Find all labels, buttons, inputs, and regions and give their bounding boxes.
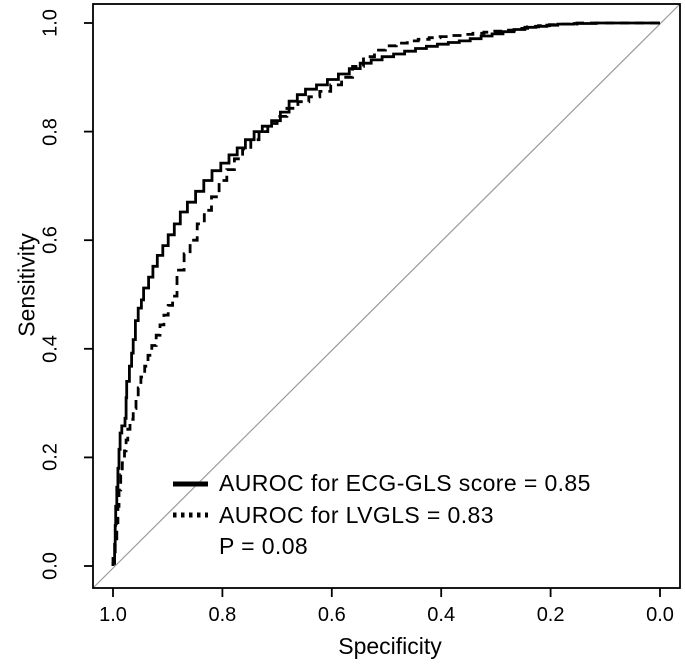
- legend-label-lvgls: AUROC for LVGLS = 0.83: [219, 501, 494, 528]
- legend: AUROC for ECG-GLS score = 0.85 AUROC for…: [173, 468, 591, 563]
- x-tick-label: 1.0: [99, 604, 127, 626]
- y-axis-title: Sensitivity: [13, 233, 40, 337]
- x-tick-label: 0.2: [536, 604, 565, 626]
- p-value-text: P = 0.08: [219, 533, 309, 560]
- diagonal-reference-line: [92, 3, 681, 589]
- roc-curve-solid: [111, 21, 660, 566]
- plot-border: [92, 3, 681, 589]
- x-tick-label: 0.6: [317, 604, 346, 626]
- y-tick-label: 0.8: [39, 117, 62, 146]
- legend-row-p-value: P = 0.08: [173, 531, 591, 563]
- roc-curve-dashed: [111, 21, 660, 566]
- y-tick-label: 0.6: [39, 226, 62, 255]
- x-tick-label: 0.0: [646, 604, 674, 626]
- legend-row-lvgls: AUROC for LVGLS = 0.83: [173, 500, 591, 532]
- solid-line-sample-icon: [173, 481, 208, 487]
- legend-row-ecg-gls: AUROC for ECG-GLS score = 0.85: [173, 468, 591, 500]
- legend-label-ecg-gls: AUROC for ECG-GLS score = 0.85: [219, 470, 591, 497]
- y-tick-label: 0.2: [39, 443, 62, 472]
- dotted-line-sample-icon: [173, 512, 208, 518]
- x-axis-title: Specificity: [338, 633, 442, 659]
- y-tick-label: 0.4: [39, 334, 62, 363]
- y-tick-label: 0.0: [39, 552, 62, 580]
- y-tick-label: 1.0: [39, 9, 62, 37]
- x-tick-label: 0.8: [208, 604, 237, 626]
- x-tick-label: 0.4: [427, 604, 456, 626]
